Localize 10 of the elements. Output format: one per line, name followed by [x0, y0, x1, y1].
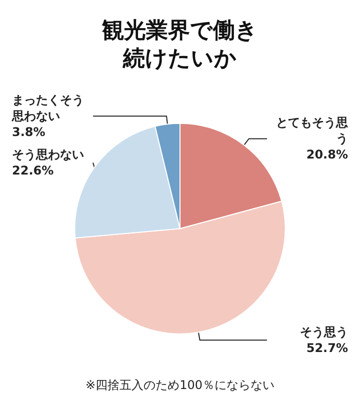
- data-label: 20.8%: [306, 148, 348, 162]
- data-label: 22.6%: [12, 164, 54, 178]
- slice-label: とてもそう思う: [276, 116, 349, 146]
- slice-label: そう思う: [300, 325, 348, 340]
- data-label: 3.8%: [12, 125, 46, 140]
- slice-label: まったくそう思わない: [11, 93, 84, 124]
- data-label: 52.7%: [306, 341, 348, 356]
- chart-title: 観光業界で働き続けたいか: [101, 18, 258, 72]
- slice-label: そう思わない: [12, 148, 84, 162]
- text: ※四捨五入のため100％にならない: [86, 378, 274, 392]
